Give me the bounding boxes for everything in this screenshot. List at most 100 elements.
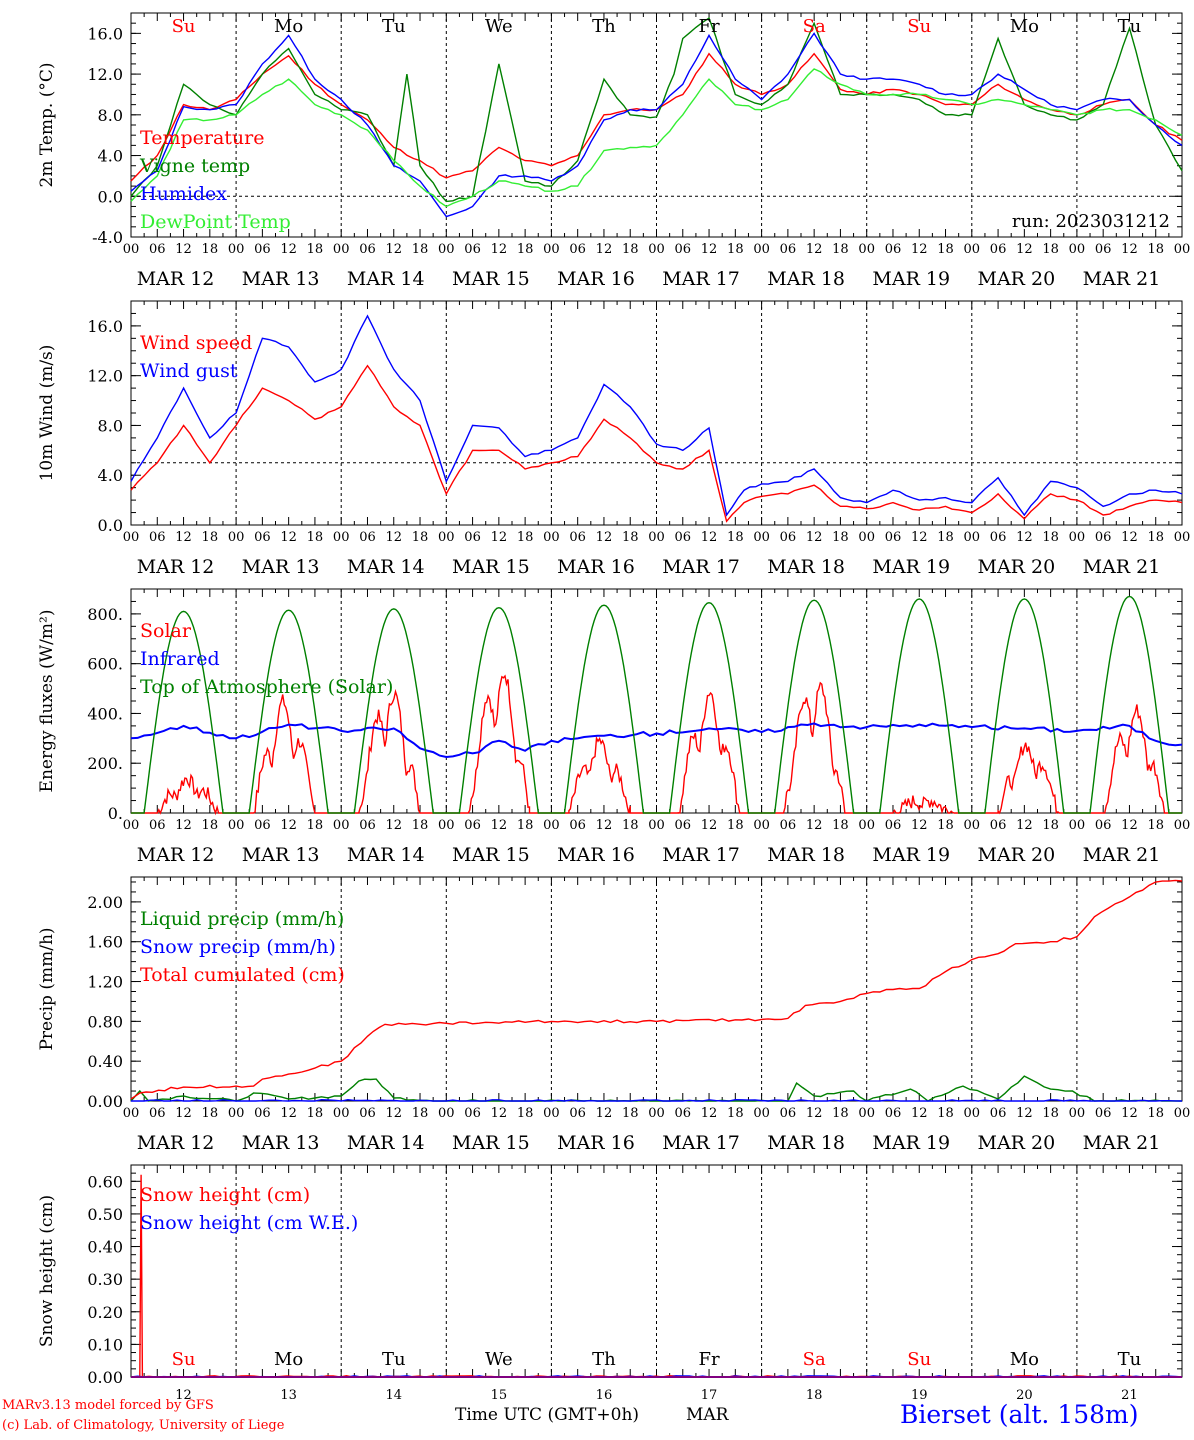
hour-label: 00 [1174, 242, 1191, 257]
hour-label: 12 [280, 242, 297, 257]
y-tick-label: 8.0 [98, 416, 123, 435]
hour-label: 12 [1016, 1106, 1033, 1121]
hour-label: 06 [780, 818, 797, 833]
lab-credit: (c) Lab. of Climatology, University of L… [2, 1418, 285, 1433]
series-line [130, 314, 1183, 517]
date-label: MAR 16 [557, 556, 635, 578]
y-tick-label: 0.00 [87, 1092, 123, 1111]
date-label: MAR 21 [1083, 268, 1161, 290]
hour-label: 12 [1016, 818, 1033, 833]
hour-label: 12 [596, 530, 613, 545]
hour-label: 00 [438, 530, 455, 545]
hour-label: 00 [228, 1106, 245, 1121]
panel-4: 0.00 0.40 0.80 1.20 1.60 2.00 Precip (mm/h) Liq… [37, 876, 1190, 1154]
y-tick-label: -4.0 [92, 228, 123, 247]
plot-frame [130, 12, 1183, 238]
hour-label: 18 [727, 530, 744, 545]
y-tick-label: 8.0 [98, 106, 123, 125]
hour-label: 18 [202, 1106, 219, 1121]
hour-label: 12 [280, 1106, 297, 1121]
hour-label: 06 [675, 530, 692, 545]
hour-label: 12 [1016, 242, 1033, 257]
hour-label: 06 [1095, 242, 1112, 257]
y-tick-label: 0. [108, 804, 123, 823]
hour-label: 06 [254, 242, 271, 257]
hour-label: 06 [885, 1106, 902, 1121]
day-number: 20 [1016, 1388, 1033, 1403]
day-name: Su [907, 16, 931, 37]
hour-label: 18 [307, 1106, 324, 1121]
hour-label: 12 [806, 818, 823, 833]
hour-label: 12 [491, 818, 508, 833]
hour-label: 18 [1042, 818, 1059, 833]
date-label: MAR 14 [347, 844, 425, 866]
y-tick-label: 600. [87, 655, 123, 674]
hour-label: 18 [1147, 242, 1164, 257]
hour-label: 06 [464, 1106, 481, 1121]
hour-label: 06 [780, 1106, 797, 1121]
y-tick-label: 0.10 [87, 1335, 123, 1354]
hour-label: 18 [1147, 818, 1164, 833]
hour-label: 18 [517, 818, 534, 833]
date-label: MAR 12 [137, 844, 215, 866]
day-name: Su [907, 1349, 931, 1370]
hour-label: 00 [228, 818, 245, 833]
hour-label: 00 [753, 1106, 770, 1121]
hour-label: 18 [832, 242, 849, 257]
date-label: MAR 21 [1083, 1132, 1161, 1154]
hour-label: 06 [149, 818, 166, 833]
date-label: MAR 13 [242, 268, 320, 290]
hour-label: 12 [596, 818, 613, 833]
legend-entry: Total cumulated (cm) [140, 964, 345, 986]
legend-entry: Top of Atmosphere (Solar) [140, 676, 393, 698]
date-label: MAR 14 [347, 556, 425, 578]
hour-label: 00 [964, 530, 981, 545]
day-name: Tu [382, 1349, 406, 1370]
hour-label: 00 [964, 1106, 981, 1121]
hour-label: 06 [675, 818, 692, 833]
day-number: 16 [596, 1388, 613, 1403]
hour-label: 18 [517, 530, 534, 545]
hour-label: 00 [123, 242, 140, 257]
y-tick-label: 0.0 [98, 516, 123, 535]
hour-label: 00 [333, 530, 350, 545]
hour-label: 12 [491, 242, 508, 257]
date-label: MAR 18 [767, 556, 845, 578]
hour-label: 12 [1121, 530, 1138, 545]
hour-label: 06 [675, 242, 692, 257]
hour-label: 12 [175, 530, 192, 545]
y-tick-label: 200. [87, 754, 123, 773]
y-tick-label: 0.40 [87, 1052, 123, 1071]
hour-label: 18 [727, 1106, 744, 1121]
hour-label: 06 [569, 1106, 586, 1121]
day-name: Mo [1010, 16, 1039, 37]
series-line [130, 68, 1183, 208]
date-label: MAR 15 [452, 1132, 530, 1154]
hour-label: 12 [701, 818, 718, 833]
day-name: Su [172, 16, 196, 37]
hour-label: 18 [307, 530, 324, 545]
hour-label: 00 [123, 1106, 140, 1121]
series-line [131, 595, 1182, 814]
date-label: MAR 12 [137, 556, 215, 578]
day-number: 14 [385, 1388, 402, 1403]
y-tick-label: 0.30 [87, 1270, 123, 1289]
hour-label: 00 [1069, 530, 1086, 545]
hour-label: 12 [491, 1106, 508, 1121]
day-number: 19 [911, 1388, 928, 1403]
date-label: MAR 13 [242, 556, 320, 578]
legend-entry: DewPoint Temp [140, 211, 291, 233]
y-tick-label: 0.0 [98, 187, 123, 206]
legend-entry: Snow height (cm) [140, 1184, 310, 1206]
day-name: We [485, 1349, 513, 1370]
series-line [130, 17, 1183, 203]
hour-label: 18 [622, 530, 639, 545]
date-label: MAR 14 [347, 1132, 425, 1154]
hour-label: 06 [569, 242, 586, 257]
y-tick-label: 4.0 [98, 466, 123, 485]
hour-label: 06 [885, 818, 902, 833]
day-number: 15 [491, 1388, 508, 1403]
panel-2: 0.0 4.0 8.0 12.0 16.0 10m Wind (m/s) Wind spee… [37, 300, 1190, 578]
hour-label: 18 [202, 530, 219, 545]
